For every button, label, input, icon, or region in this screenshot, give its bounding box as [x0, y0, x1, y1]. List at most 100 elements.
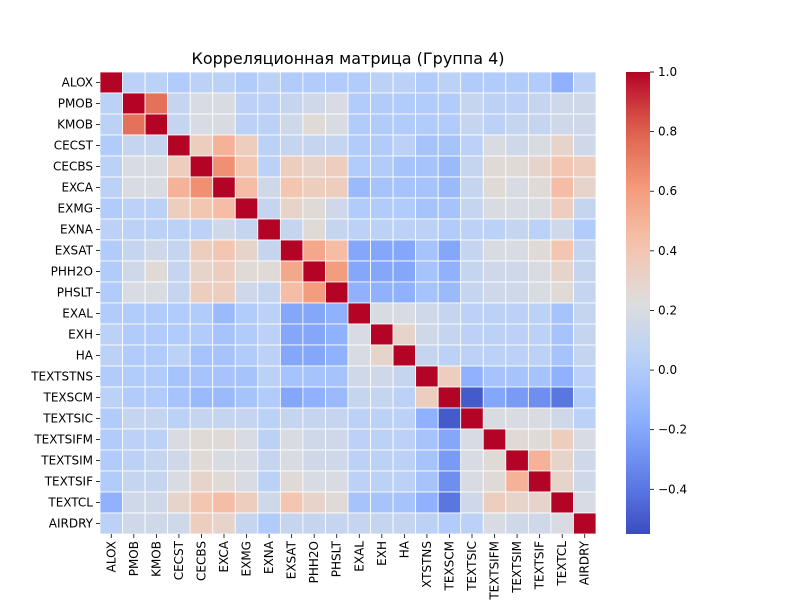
column-label: TEXTSIC [465, 541, 479, 592]
heatmap-cell [302, 491, 326, 514]
heatmap-cell [482, 491, 507, 514]
heatmap-cell [144, 428, 169, 451]
heatmap-cell [189, 155, 214, 178]
heatmap-cell [325, 491, 349, 514]
heatmap-cell [189, 344, 214, 367]
heatmap-cell [370, 344, 394, 367]
column-label: EXSAT [285, 540, 299, 579]
heatmap-cell [212, 113, 236, 136]
heatmap-cell [234, 92, 259, 115]
heatmap-cell [144, 407, 169, 430]
heatmap-cell [370, 239, 394, 262]
heatmap-cell [99, 239, 123, 262]
heatmap-cell [460, 491, 484, 514]
heatmap-cell [370, 323, 394, 346]
heatmap-cell [122, 491, 146, 514]
heatmap-cell [437, 176, 462, 199]
heatmap-cell [99, 323, 123, 346]
heatmap-cell [550, 218, 574, 241]
heatmap-cell [347, 134, 371, 157]
heatmap-cell [460, 113, 484, 136]
heatmap-cell [482, 71, 507, 94]
column-label: AIRDRY [578, 540, 592, 585]
heatmap-cell [505, 113, 529, 136]
heatmap-cell [370, 92, 394, 115]
heatmap-cell [437, 344, 462, 367]
heatmap-cell [279, 449, 304, 472]
heatmap-cell [460, 344, 484, 367]
heatmap-cell [144, 470, 169, 493]
heatmap-cell [573, 365, 597, 388]
heatmap-cell [392, 239, 417, 262]
heatmap-cell [437, 302, 462, 325]
heatmap-cell [99, 281, 123, 304]
heatmap-cell [167, 239, 191, 262]
column-label: EXMG [240, 541, 254, 576]
heatmap-cell [167, 470, 191, 493]
heatmap-cell [573, 449, 597, 472]
heatmap-cell [370, 281, 394, 304]
heatmap-cell [550, 512, 574, 535]
heatmap-cell [189, 512, 214, 535]
heatmap-cell [212, 449, 236, 472]
heatmap-cell [505, 407, 529, 430]
heatmap-cell [550, 260, 574, 283]
heatmap-cell [460, 260, 484, 283]
heatmap-cell [527, 407, 552, 430]
heatmap-cell [437, 428, 462, 451]
heatmap-cell [573, 281, 597, 304]
row-label: TEXTSIF [44, 475, 93, 489]
row-label: EXNA [60, 223, 94, 237]
column-label: PMOB [127, 541, 141, 576]
column-label: ALOX [104, 541, 118, 572]
heatmap-cell [573, 218, 597, 241]
heatmap-cell [302, 71, 326, 94]
heatmap-cell [144, 344, 169, 367]
heatmap-cell [550, 470, 574, 493]
heatmap-cell [527, 176, 552, 199]
heatmap-cell [167, 428, 191, 451]
heatmap-cell [325, 344, 349, 367]
heatmap-cell [279, 386, 304, 409]
heatmap-cell [482, 344, 507, 367]
heatmap-cell [279, 71, 304, 94]
heatmap-cell [257, 155, 281, 178]
heatmap-cell [99, 134, 123, 157]
heatmap-cell [527, 71, 552, 94]
heatmap-cell [437, 407, 462, 430]
heatmap-cell [527, 449, 552, 472]
heatmap-cell [415, 323, 439, 346]
heatmap-cell [212, 428, 236, 451]
heatmap-cell [325, 218, 349, 241]
heatmap-cell [437, 260, 462, 283]
heatmap-cell [347, 176, 371, 199]
heatmap-cell [234, 365, 259, 388]
heatmap-cell [505, 134, 529, 157]
heatmap-cell [550, 428, 574, 451]
colorbar: 1.0 0.8 0.6 0.4 0.2 0.0 −0.2 −0.4 [626, 65, 687, 534]
heatmap-cell [347, 365, 371, 388]
heatmap-cell [347, 386, 371, 409]
heatmap-cell [573, 260, 597, 283]
heatmap-cell [189, 470, 214, 493]
heatmap-cell [325, 512, 349, 535]
heatmap-cell [122, 428, 146, 451]
heatmap-cell [392, 344, 417, 367]
heatmap-cell [167, 92, 191, 115]
heatmap-cell [99, 260, 123, 283]
heatmap-cell [505, 491, 529, 514]
heatmap-cell [212, 302, 236, 325]
heatmap-cell [370, 470, 394, 493]
heatmap-cell [573, 302, 597, 325]
heatmap-cell [99, 155, 123, 178]
heatmap-cell [212, 470, 236, 493]
heatmap-cell [257, 344, 281, 367]
heatmap-cell [234, 155, 259, 178]
heatmap-cell [460, 470, 484, 493]
heatmap-cell [257, 302, 281, 325]
heatmap-cell [527, 323, 552, 346]
heatmap-cell [573, 491, 597, 514]
heatmap-cell [122, 449, 146, 472]
heatmap-cell [167, 344, 191, 367]
heatmap-cell [325, 449, 349, 472]
